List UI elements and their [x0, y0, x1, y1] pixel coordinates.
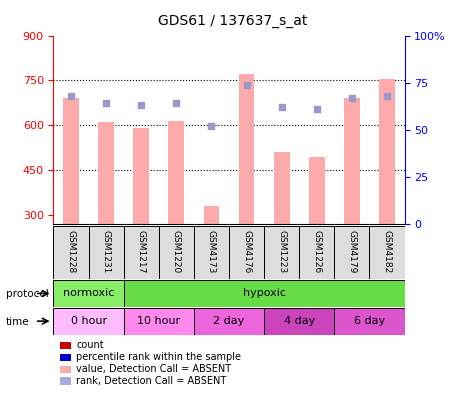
Text: GSM1231: GSM1231 [102, 230, 111, 273]
Bar [229, 226, 264, 279]
Text: percentile rank within the sample: percentile rank within the sample [76, 352, 241, 362]
Bar [379, 79, 395, 224]
Text: normoxic: normoxic [63, 288, 114, 299]
Bar [309, 156, 325, 224]
Bar [299, 226, 334, 279]
Bar [334, 226, 370, 279]
Point [173, 100, 180, 107]
Bar [194, 226, 229, 279]
Bar [124, 226, 159, 279]
Text: protocol: protocol [6, 289, 48, 299]
Text: GSM4182: GSM4182 [383, 230, 392, 273]
Point [348, 95, 356, 101]
Bar [274, 152, 290, 224]
Text: 0 hour: 0 hour [71, 316, 106, 326]
Bar [124, 280, 405, 307]
Text: hypoxic: hypoxic [243, 288, 286, 299]
Bar [124, 308, 194, 335]
Bar [53, 308, 124, 335]
Bar [53, 226, 88, 279]
Text: 2 day: 2 day [213, 316, 245, 326]
Text: GSM1226: GSM1226 [312, 230, 321, 273]
Point [102, 100, 110, 107]
Point [278, 104, 286, 110]
Text: value, Detection Call = ABSENT: value, Detection Call = ABSENT [76, 364, 232, 374]
Text: GSM1223: GSM1223 [277, 230, 286, 273]
Bar [168, 121, 184, 224]
Text: GSM4179: GSM4179 [347, 230, 356, 273]
Point [67, 93, 75, 99]
Bar [133, 128, 149, 224]
Bar [159, 226, 194, 279]
Bar [204, 206, 219, 224]
Bar [63, 98, 79, 224]
Text: GSM4176: GSM4176 [242, 230, 251, 273]
Bar [369, 226, 405, 279]
Text: 10 hour: 10 hour [137, 316, 180, 326]
Text: GSM1217: GSM1217 [137, 230, 146, 273]
Bar [88, 226, 124, 279]
Text: GDS61 / 137637_s_at: GDS61 / 137637_s_at [158, 14, 307, 28]
Bar [334, 308, 405, 335]
Bar [194, 308, 264, 335]
Bar [98, 122, 114, 224]
Point [138, 102, 145, 109]
Text: GSM4173: GSM4173 [207, 230, 216, 273]
Bar [239, 74, 254, 224]
Text: 6 day: 6 day [354, 316, 385, 326]
Point [208, 123, 215, 129]
Bar [53, 280, 124, 307]
Text: time: time [6, 316, 29, 327]
Bar [264, 308, 334, 335]
Text: count: count [76, 340, 104, 350]
Point [383, 93, 391, 99]
Bar [264, 226, 299, 279]
Point [243, 82, 250, 88]
Text: rank, Detection Call = ABSENT: rank, Detection Call = ABSENT [76, 376, 226, 386]
Bar [344, 98, 360, 224]
Text: 4 day: 4 day [284, 316, 315, 326]
Text: GSM1220: GSM1220 [172, 230, 181, 273]
Text: GSM1228: GSM1228 [66, 230, 75, 273]
Point [313, 106, 320, 112]
